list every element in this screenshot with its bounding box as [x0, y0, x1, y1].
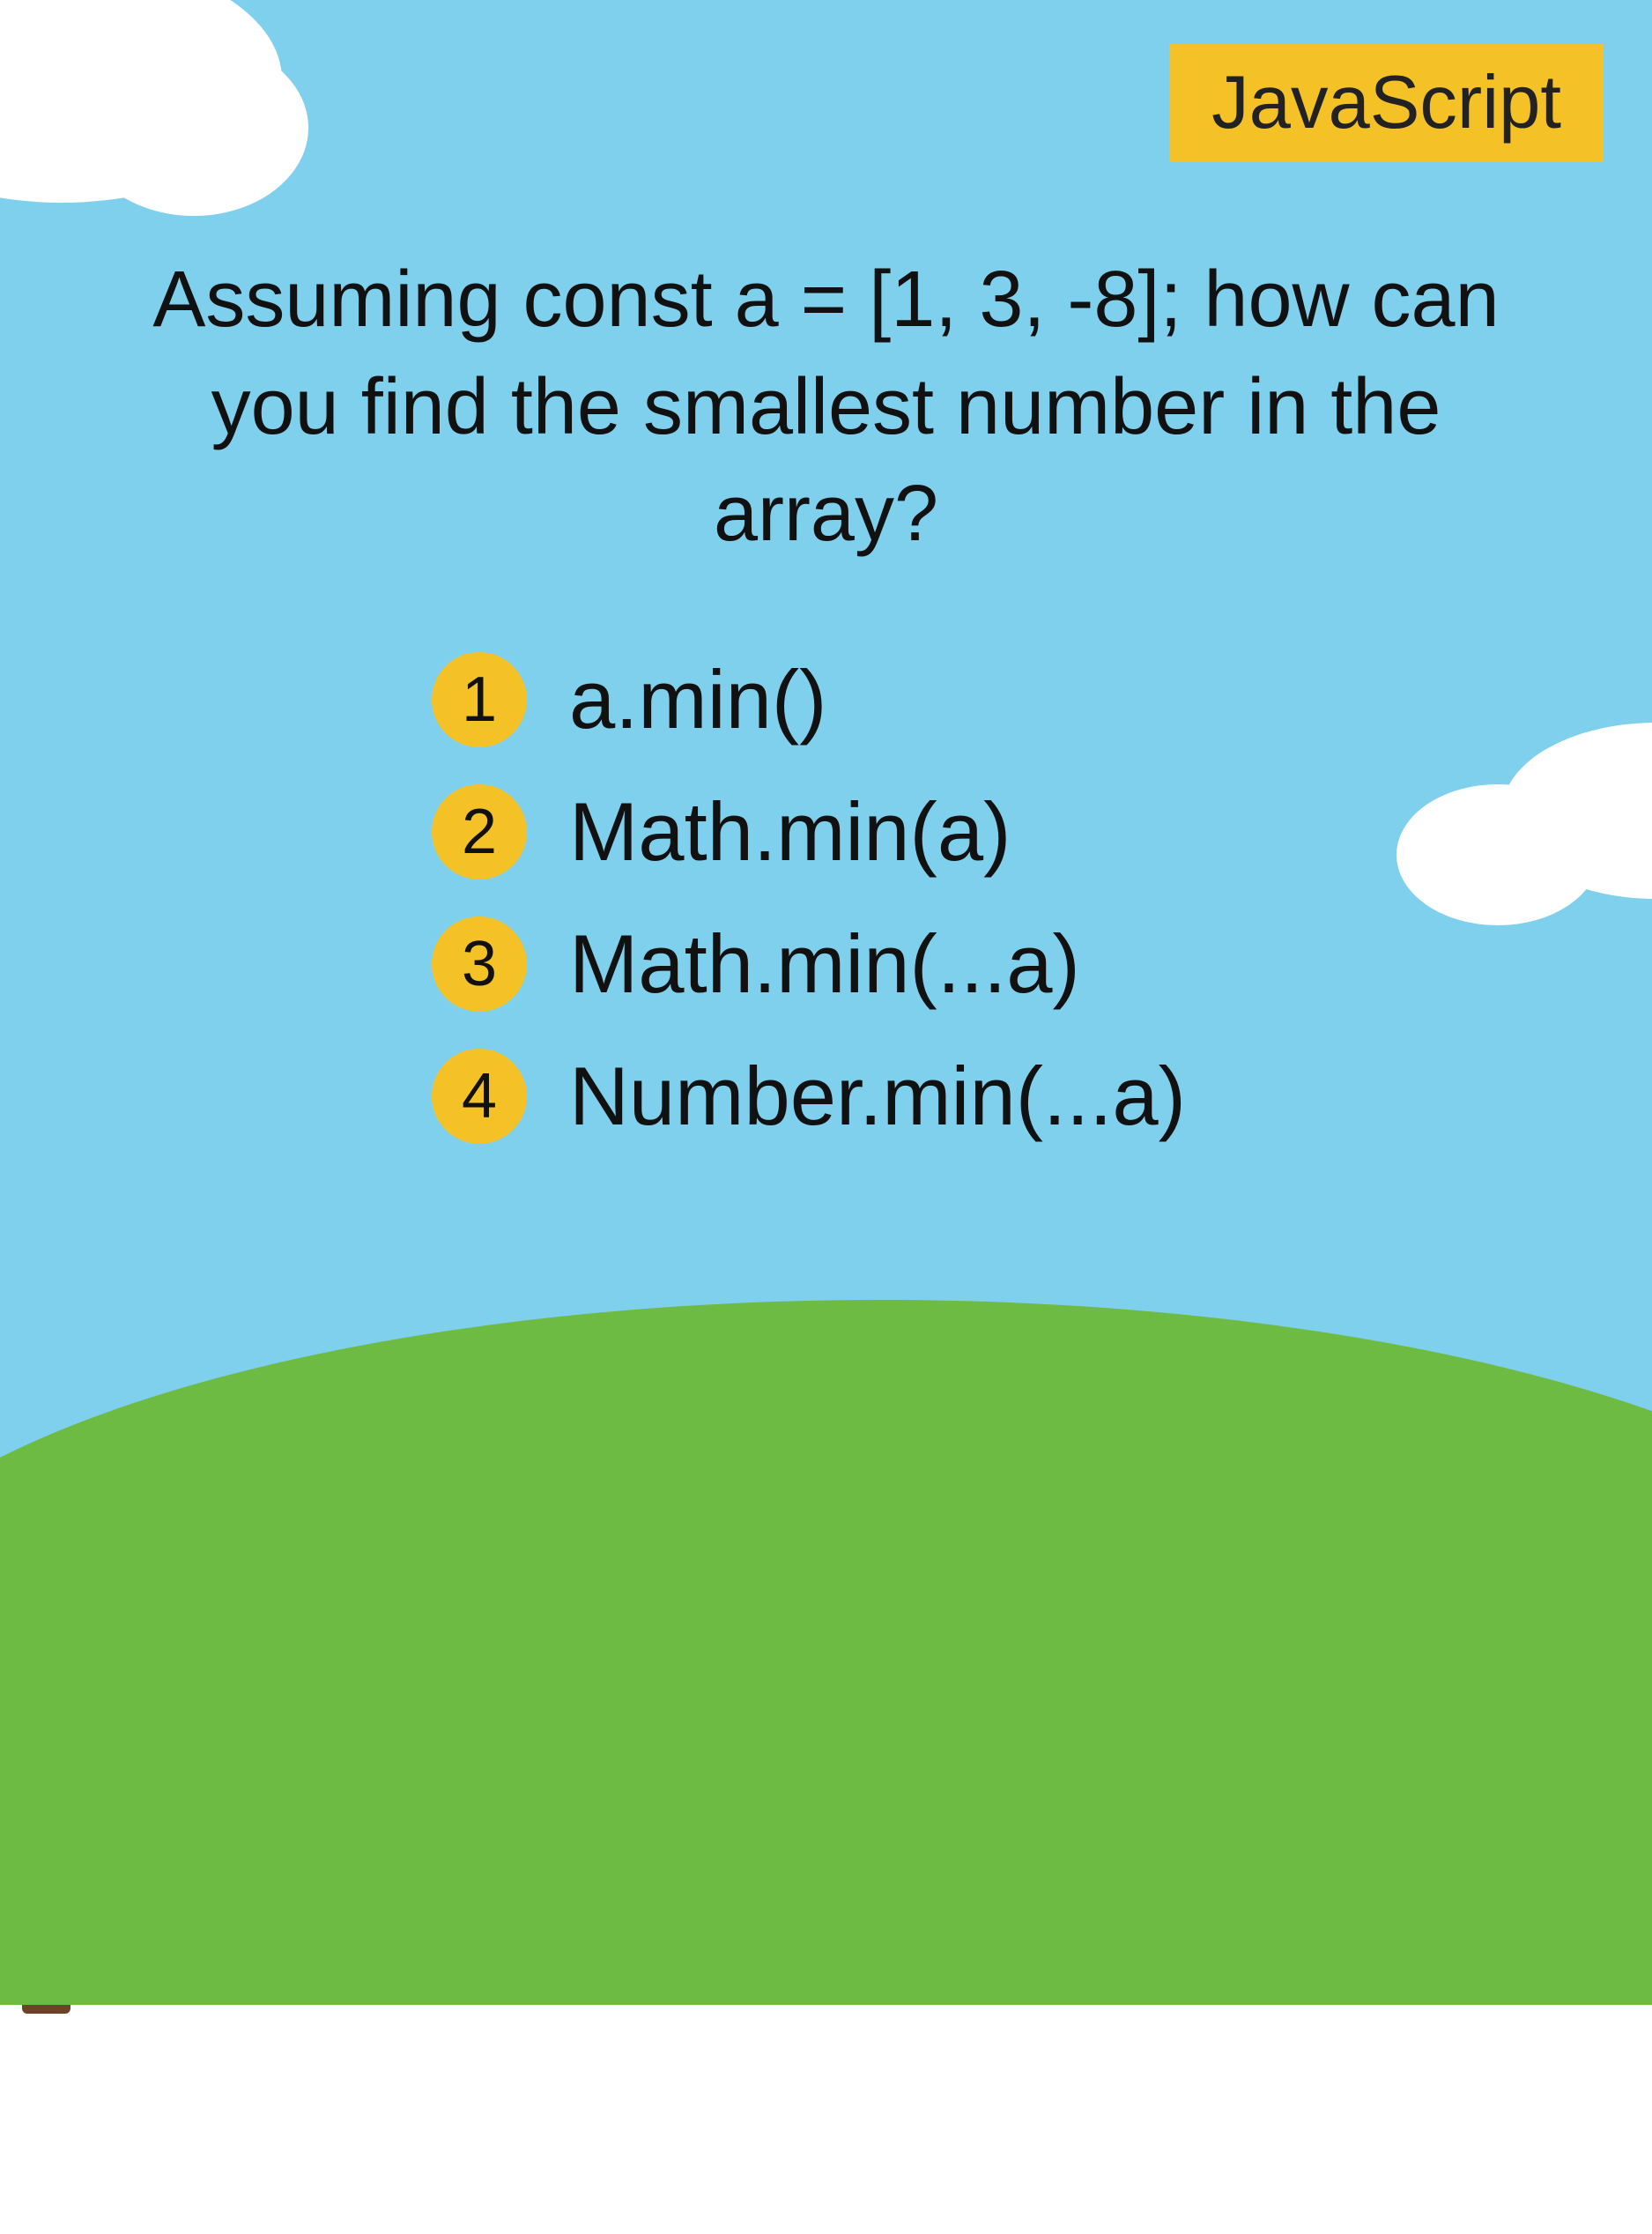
quiz-card: JavaScript Assuming const a = [1, 3, -8]…: [0, 0, 1652, 1652]
option-text: Math.min(...a): [569, 917, 1080, 1012]
cloud-decoration: [1502, 723, 1652, 899]
option-3[interactable]: 3 Math.min(...a): [432, 917, 1186, 1012]
hill-decoration: [0, 1300, 1652, 2005]
option-text: a.min(): [569, 652, 826, 747]
question-text: Assuming const a = [1, 3, -8]; how can y…: [0, 247, 1652, 568]
option-1[interactable]: 1 a.min(): [432, 652, 1186, 747]
option-4[interactable]: 4 Number.min(...a): [432, 1049, 1186, 1144]
options-list: 1 a.min() 2 Math.min(a) 3 Math.min(...a)…: [432, 652, 1186, 1181]
option-text: Number.min(...a): [569, 1049, 1186, 1144]
cloud-decoration: [0, 0, 282, 203]
option-badge: 2: [432, 784, 527, 879]
option-text: Math.min(a): [569, 784, 1011, 879]
option-badge: 4: [432, 1049, 527, 1144]
option-2[interactable]: 2 Math.min(a): [432, 784, 1186, 879]
language-tag: JavaScript: [1169, 44, 1604, 162]
option-badge: 1: [432, 652, 527, 747]
option-badge: 3: [432, 917, 527, 1012]
